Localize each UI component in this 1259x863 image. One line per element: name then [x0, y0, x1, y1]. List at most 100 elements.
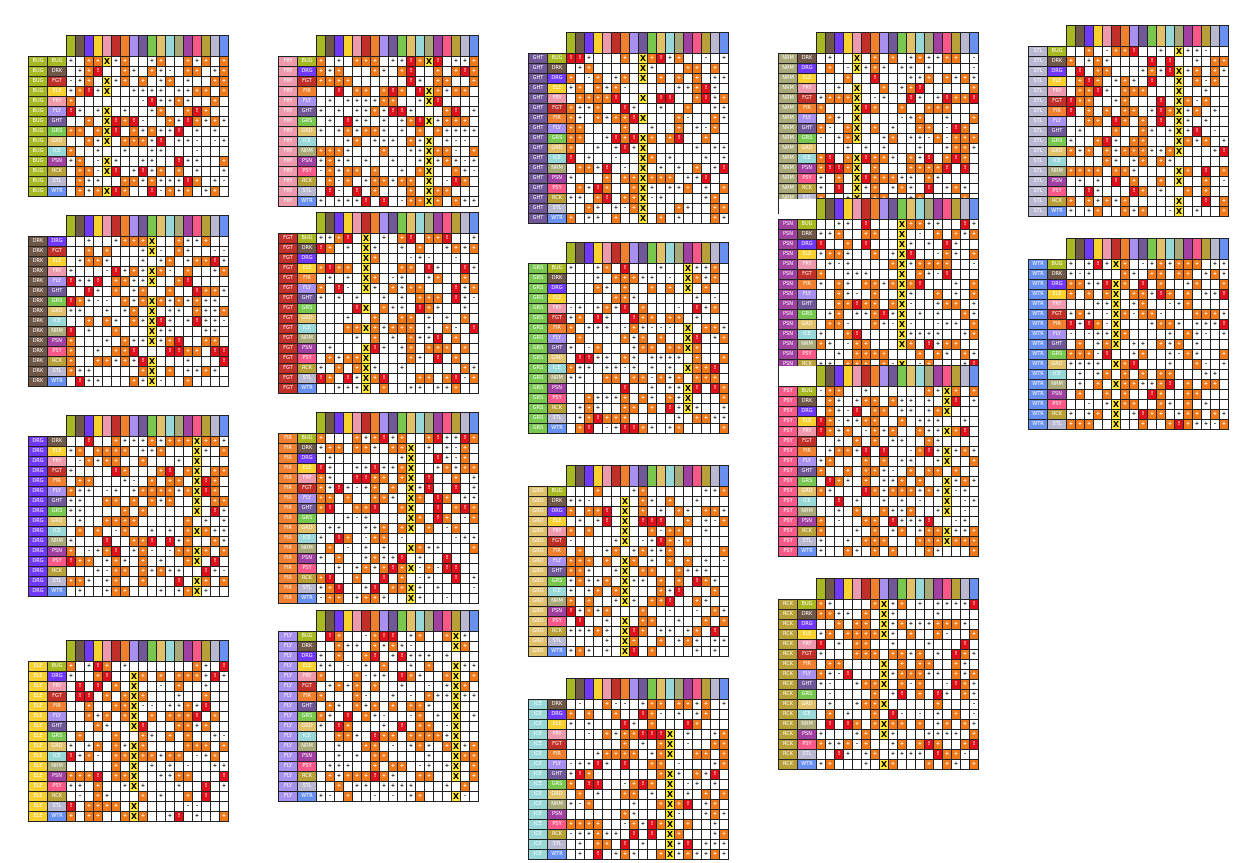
- secondary-type-label: FLY: [297, 493, 317, 504]
- matchup-cell: !: [210, 256, 220, 267]
- column-header-grd: [156, 35, 166, 57]
- matchup-cell: [147, 76, 157, 87]
- matchup-cell: +: [575, 303, 585, 314]
- matchup-cell: [629, 413, 639, 424]
- matchup-cell: +: [915, 113, 925, 124]
- grid-row: FIR BUG + + + +! + + +! + +! +: [278, 433, 479, 444]
- primary-type-label: GRD: [528, 556, 548, 567]
- header-corner: [297, 412, 317, 434]
- matchup-cell: +: [210, 751, 220, 762]
- secondary-type-label: GRS: [797, 133, 817, 144]
- primary-type-label: DRK: [28, 316, 48, 327]
- matchup-cell: -: [192, 146, 202, 157]
- matchup-cell: [593, 769, 603, 780]
- matchup-cell: [325, 283, 335, 294]
- matchup-cell: [424, 711, 434, 722]
- matchup-cell: +: [111, 741, 121, 752]
- matchup-cell: [147, 721, 157, 732]
- matchup-cell: +: [156, 86, 166, 97]
- secondary-type-label: FIR: [547, 113, 567, 124]
- matchup-cell: [388, 383, 398, 394]
- matchup-cell: +: [710, 303, 720, 314]
- matchup-cell: +: [701, 516, 711, 527]
- matchup-cell: [343, 563, 353, 574]
- matchup-cell: +: [683, 566, 693, 577]
- grid-row: GRD DRK + + - X + + + +: [528, 496, 729, 507]
- matchup-cell: [343, 186, 353, 197]
- column-header-nrm: [424, 610, 434, 632]
- matchup-cell: !: [165, 536, 175, 547]
- grid-row: GRS RCK + + + + + +! + X + +: [528, 403, 729, 414]
- matchup-cell: X: [620, 646, 630, 657]
- matchup-cell: [111, 306, 121, 317]
- matchup-cell: [388, 66, 398, 77]
- matchup-cell: +: [192, 721, 202, 732]
- matchup-cell: [566, 809, 576, 820]
- matchup-cell: +: [397, 243, 407, 254]
- matchup-cell: +: [879, 133, 889, 144]
- matchup-cell: +: [647, 699, 657, 710]
- matchup-cell: +: [647, 63, 657, 74]
- matchup-cell: [388, 146, 398, 157]
- matchup-cell: -: [397, 533, 407, 544]
- matchup-cell: +: [388, 333, 398, 344]
- matchup-cell: +: [656, 636, 666, 647]
- matchup-cell: +: [933, 53, 943, 64]
- matchup-cell: +: [647, 709, 657, 720]
- matchup-cell: !: [93, 661, 103, 672]
- matchup-cell: !: [638, 729, 648, 740]
- matchup-cell: +: [656, 193, 666, 204]
- matchup-cell: [111, 711, 121, 722]
- matchup-cell: +: [325, 373, 335, 384]
- matchup-cell: +: [602, 393, 612, 404]
- matchup-cell: [469, 791, 479, 802]
- matchup-cell: +: [183, 436, 193, 447]
- matchup-cell: [219, 681, 229, 692]
- matchup-cell: [888, 83, 898, 94]
- primary-type-label: FGT: [278, 273, 298, 284]
- matchup-cell: [825, 299, 835, 310]
- matchup-cell: +: [638, 616, 648, 627]
- grid-row: FIR FGT + +! + - + + + X +!! +: [278, 483, 479, 494]
- matchup-cell: [825, 279, 835, 290]
- matchup-cell: [879, 113, 889, 124]
- column-header-grs: [147, 415, 157, 437]
- column-header-rck: [201, 35, 211, 57]
- matchup-cell: +: [665, 393, 675, 404]
- matchup-cell: [629, 303, 639, 314]
- primary-type-label: GHT: [528, 83, 548, 94]
- matchup-cell: +: [843, 329, 853, 340]
- matchup-cell: [710, 699, 720, 710]
- matchup-cell: [147, 771, 157, 782]
- matchup-cell: [325, 106, 335, 117]
- matchup-cell: [165, 446, 175, 457]
- matchup-cell: [174, 326, 184, 337]
- matchup-cell: [343, 66, 353, 77]
- matchup-cell: +: [165, 76, 175, 87]
- matchup-cell: +: [174, 546, 184, 557]
- matchup-cell: !: [683, 839, 693, 850]
- matchup-cell: [442, 353, 452, 364]
- matchup-cell: X: [192, 436, 202, 447]
- primary-type-label: GHT: [528, 173, 548, 184]
- matchup-cell: [352, 343, 362, 354]
- matchup-cell: -: [210, 246, 220, 257]
- matchup-cell: [611, 636, 621, 647]
- matchup-cell: +: [352, 443, 362, 454]
- matchup-cell: [638, 636, 648, 647]
- primary-type-label: GRD: [528, 526, 548, 537]
- matchup-cell: +: [174, 536, 184, 547]
- matchup-cell: [460, 721, 470, 732]
- matchup-cell: [683, 829, 693, 840]
- matchup-cell: +: [147, 156, 157, 167]
- matchup-cell: +: [183, 741, 193, 752]
- matchup-cell: [111, 106, 121, 117]
- matchup-cell: [174, 316, 184, 327]
- matchup-cell: [388, 253, 398, 264]
- matchup-cell: X: [129, 671, 139, 682]
- column-header-bug: [66, 415, 76, 437]
- grid-header-row: [778, 32, 979, 54]
- matchup-cell: [379, 691, 389, 702]
- matchup-cell: !: [460, 433, 470, 444]
- matchup-cell: [66, 721, 76, 732]
